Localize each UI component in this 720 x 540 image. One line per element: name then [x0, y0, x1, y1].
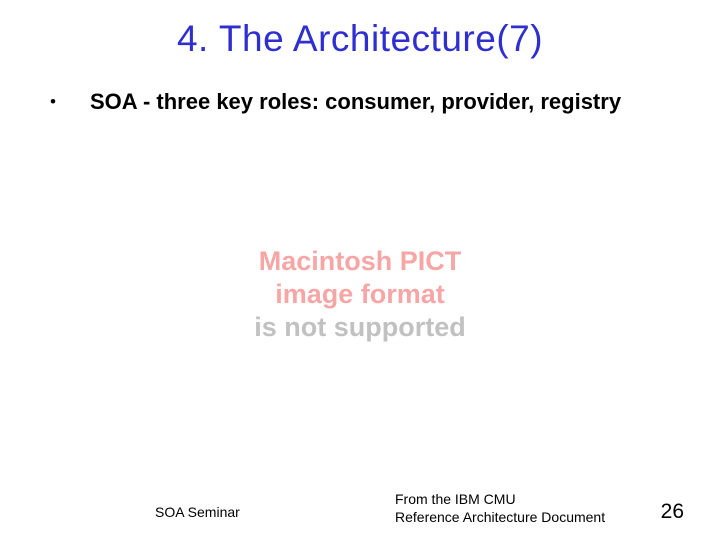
pict-placeholder: Macintosh PICT image format is not suppo… — [0, 245, 720, 344]
bullet-text: SOA - three key roles: consumer, provide… — [90, 88, 621, 116]
bullet-marker: • — [50, 88, 90, 116]
slide-title: 4. The Architecture(7) — [0, 18, 720, 60]
footer-right-line1: From the IBM CMU — [395, 491, 516, 507]
pict-line2: image format — [275, 279, 445, 309]
page-number: 26 — [661, 500, 684, 524]
footer-right-line2: Reference Architecture Document — [395, 509, 605, 525]
footer-right: From the IBM CMU Reference Architecture … — [395, 491, 605, 526]
footer-left: SOA Seminar — [155, 504, 240, 520]
body-block: • SOA - three key roles: consumer, provi… — [50, 88, 650, 116]
slide: 4. The Architecture(7) • SOA - three key… — [0, 0, 720, 540]
bullet-row: • SOA - three key roles: consumer, provi… — [50, 88, 650, 116]
pict-line3: is not supported — [254, 312, 466, 342]
pict-line1: Macintosh PICT — [259, 246, 462, 276]
